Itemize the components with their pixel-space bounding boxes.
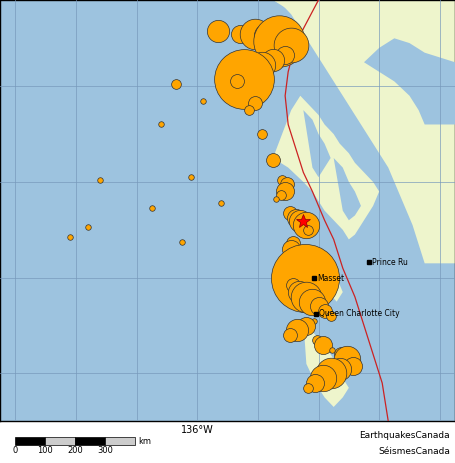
Point <box>269 56 277 63</box>
Text: Masset: Masset <box>318 274 345 283</box>
Polygon shape <box>303 321 349 407</box>
Point <box>200 97 207 104</box>
Point <box>236 30 243 37</box>
Point <box>338 350 345 358</box>
Point <box>307 254 314 261</box>
Point <box>84 224 91 231</box>
Point <box>172 80 180 88</box>
Point <box>295 288 303 296</box>
Point <box>282 187 289 194</box>
Point <box>293 327 301 334</box>
Text: 100: 100 <box>37 446 53 455</box>
Text: 0: 0 <box>12 446 18 455</box>
Point <box>251 30 258 37</box>
Point <box>312 379 319 387</box>
Text: 200: 200 <box>67 446 83 455</box>
Point <box>319 375 327 382</box>
Polygon shape <box>364 38 455 125</box>
Point <box>278 176 286 183</box>
Point <box>329 346 336 353</box>
Text: km: km <box>138 437 151 446</box>
Bar <box>45 437 75 445</box>
Point <box>251 68 258 75</box>
Point <box>321 307 328 315</box>
Bar <box>105 437 135 445</box>
Point <box>292 214 299 222</box>
Point <box>259 131 266 138</box>
Polygon shape <box>334 158 361 220</box>
Point <box>303 221 310 229</box>
Point <box>324 263 331 271</box>
Text: Queen Charlotte City: Queen Charlotte City <box>319 309 400 318</box>
Point <box>315 303 322 310</box>
Bar <box>75 437 105 445</box>
Point <box>245 106 253 114</box>
Point <box>96 176 104 183</box>
Point <box>187 174 195 181</box>
Bar <box>15 437 45 445</box>
Point <box>327 370 334 377</box>
Point <box>336 365 344 372</box>
Point <box>298 250 305 257</box>
Polygon shape <box>273 0 455 421</box>
Point <box>309 298 316 305</box>
Point <box>286 332 293 339</box>
Point <box>215 27 222 35</box>
Point <box>344 356 351 363</box>
Point <box>303 322 310 329</box>
Point <box>303 293 310 300</box>
Point <box>304 384 312 392</box>
Point <box>327 312 334 319</box>
Point <box>315 259 322 266</box>
Point <box>66 233 73 241</box>
Point <box>275 37 283 44</box>
Polygon shape <box>273 168 394 278</box>
Point <box>282 51 289 59</box>
Point <box>313 336 321 344</box>
Point <box>350 363 357 370</box>
Point <box>310 317 318 325</box>
Text: Prince Ru: Prince Ru <box>372 258 408 267</box>
Point <box>283 181 290 188</box>
Point <box>259 61 266 69</box>
Point <box>304 226 312 233</box>
Point <box>289 239 296 247</box>
Point <box>286 209 293 217</box>
Point <box>288 42 295 49</box>
Text: 300: 300 <box>97 446 113 455</box>
Point <box>289 281 296 288</box>
Point <box>306 269 313 276</box>
Polygon shape <box>364 230 391 292</box>
Text: 136°W: 136°W <box>181 425 213 435</box>
Point <box>218 200 225 207</box>
Point <box>251 99 258 106</box>
Text: SéismesCanada: SéismesCanada <box>378 447 450 456</box>
Text: EarthquakesCanada: EarthquakesCanada <box>359 431 450 440</box>
Polygon shape <box>303 110 331 177</box>
Point <box>269 156 277 164</box>
Point <box>301 274 308 282</box>
Point <box>288 245 295 253</box>
Point <box>273 195 280 202</box>
Point <box>178 238 186 245</box>
Point <box>277 192 284 199</box>
Polygon shape <box>282 249 343 301</box>
Point <box>233 78 240 85</box>
Point <box>297 218 304 225</box>
Point <box>157 121 164 128</box>
Point <box>319 341 327 349</box>
Point <box>148 205 155 212</box>
Point <box>241 75 248 83</box>
Point <box>263 32 271 40</box>
Polygon shape <box>243 0 455 182</box>
Polygon shape <box>273 96 379 239</box>
